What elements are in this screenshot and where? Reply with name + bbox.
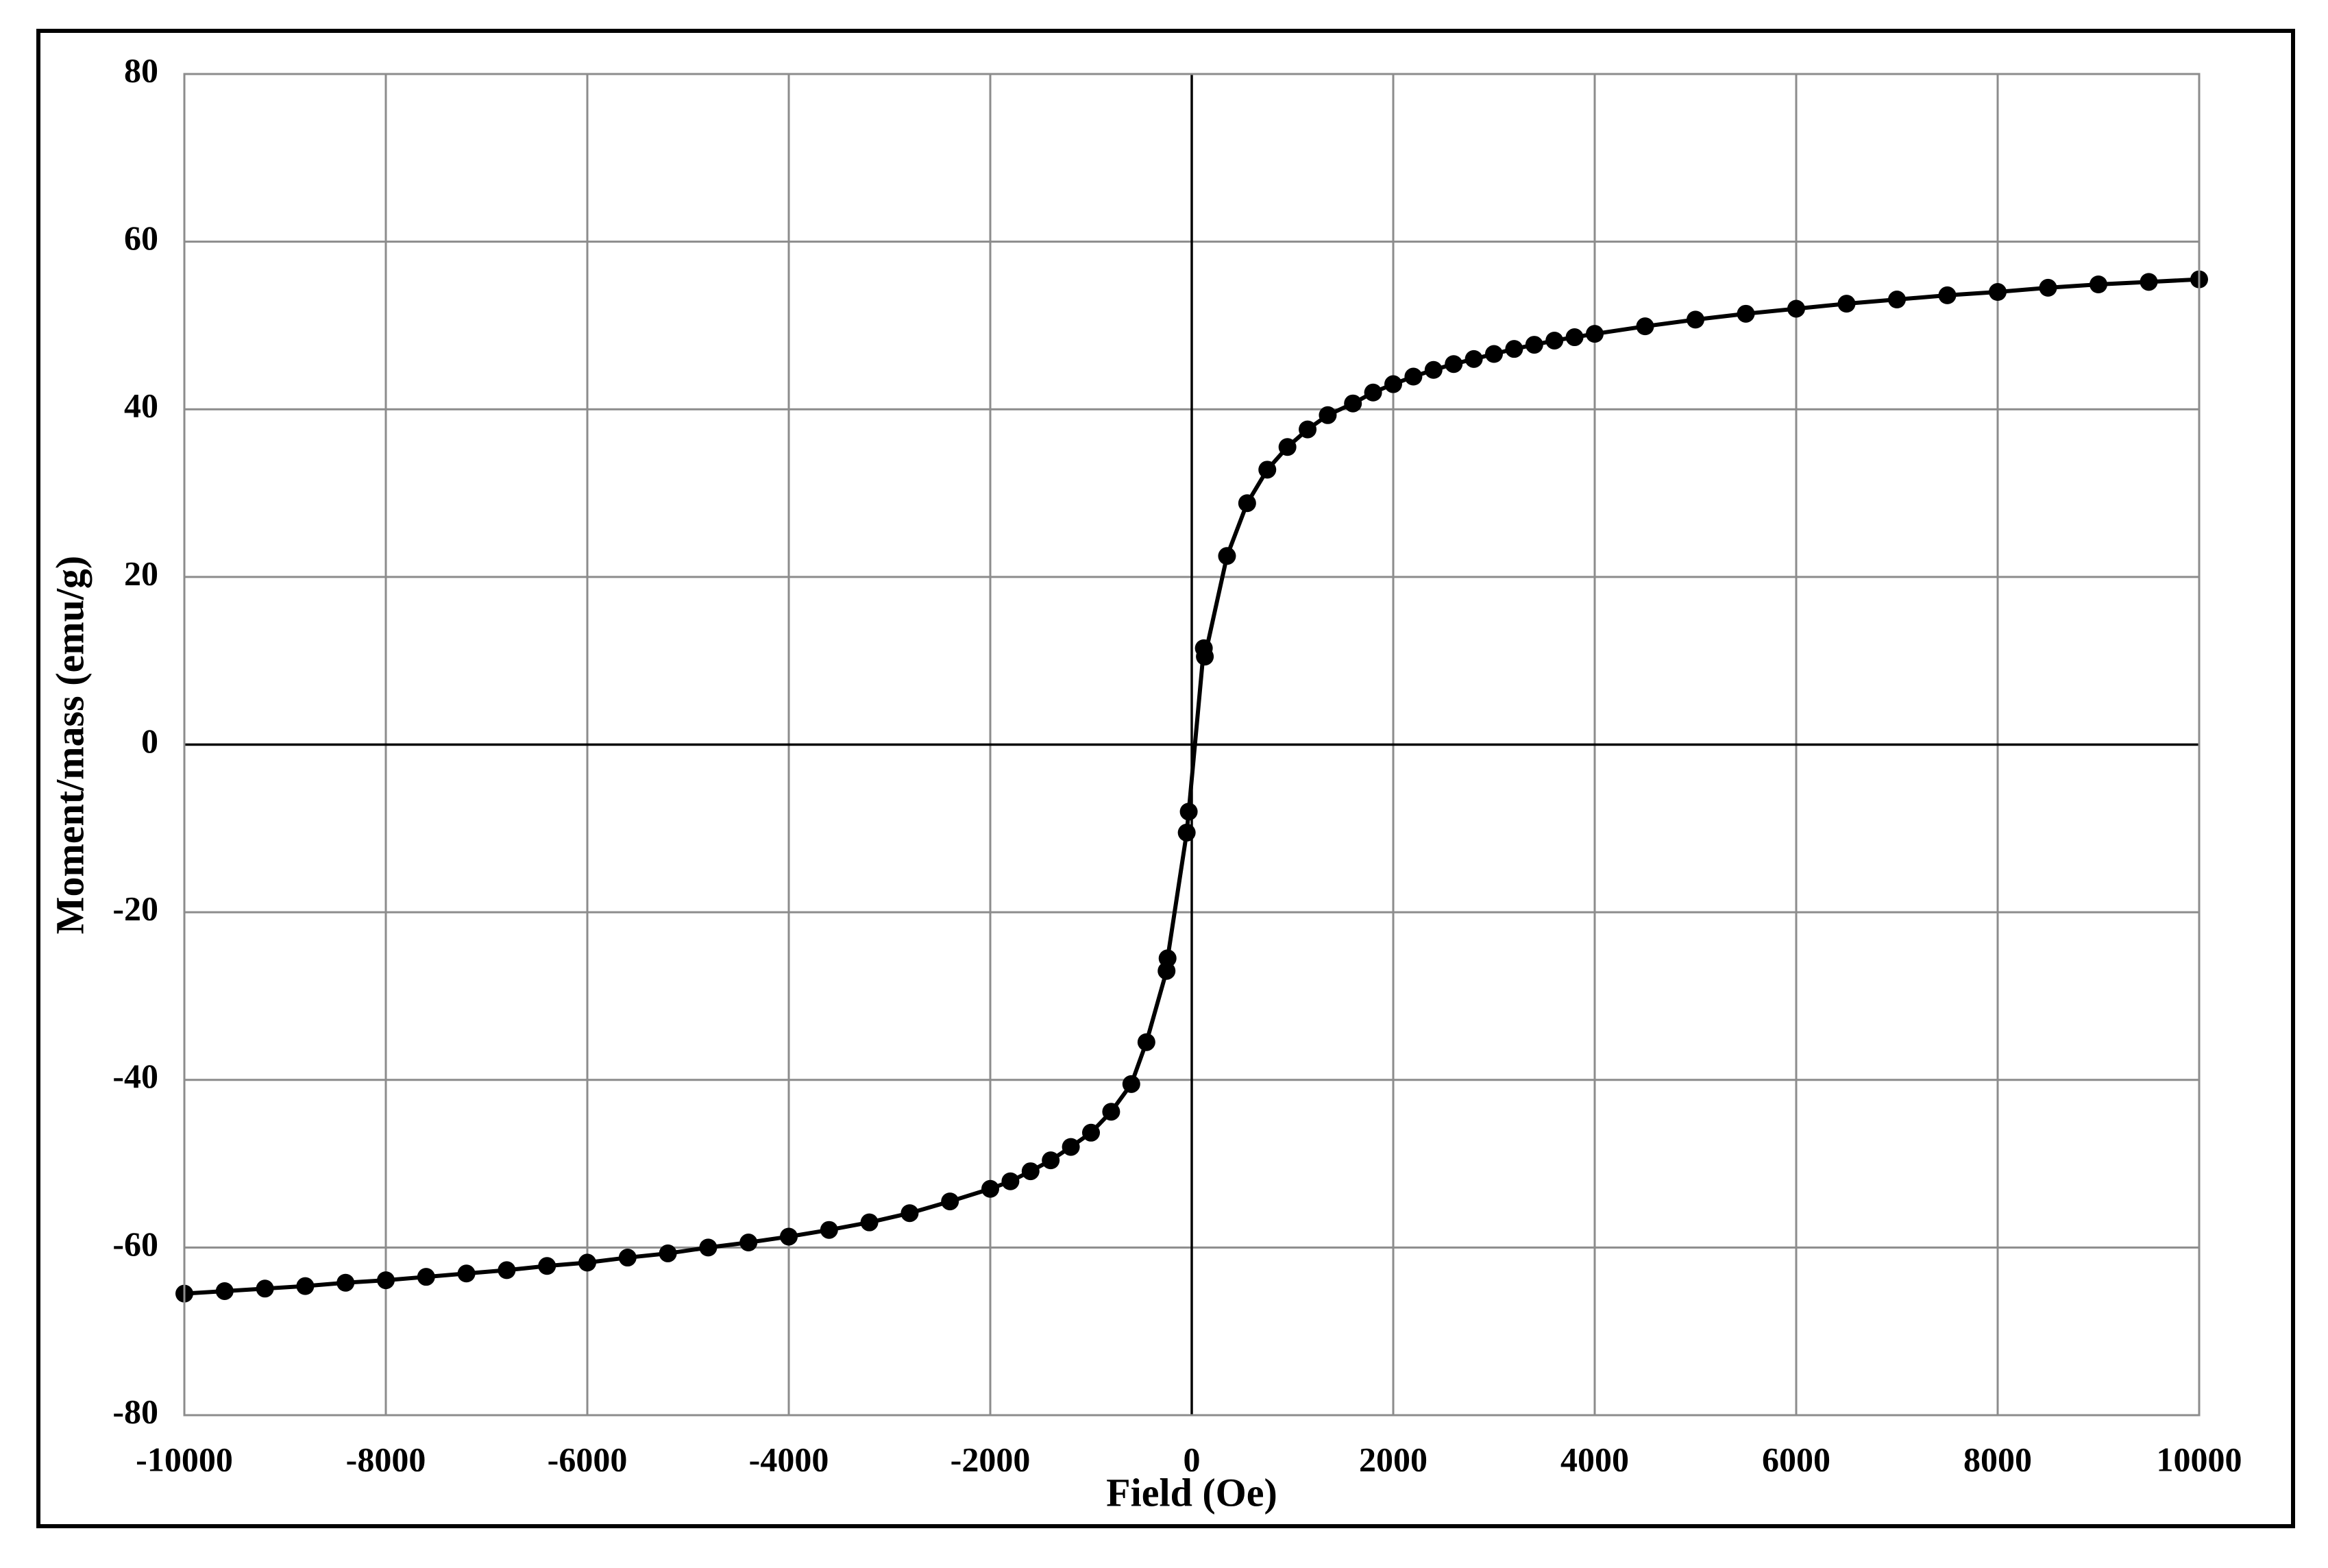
data-point: [2140, 273, 2158, 291]
y-tick-label: 40: [124, 387, 158, 425]
data-point: [659, 1244, 677, 1262]
data-point: [1082, 1123, 1100, 1142]
data-point: [780, 1227, 798, 1246]
x-tick-label: -4000: [749, 1440, 829, 1478]
y-tick-label: 60: [124, 219, 158, 257]
data-point: [739, 1234, 758, 1252]
x-tick-label: -10000: [136, 1440, 233, 1478]
data-point: [1001, 1172, 1020, 1190]
plot-frame: [183, 73, 2201, 1417]
data-point: [417, 1268, 435, 1286]
data-point: [618, 1249, 637, 1267]
y-tick-label: -60: [112, 1225, 158, 1263]
data-point: [1196, 648, 1214, 666]
x-tick-label: 6000: [1762, 1440, 1830, 1478]
data-point: [215, 1282, 234, 1300]
x-tick-label: 10000: [2157, 1440, 2242, 1478]
y-tick-label: -40: [112, 1057, 158, 1095]
data-point: [699, 1238, 718, 1257]
y-tick-label: -20: [112, 890, 158, 928]
data-point: [2090, 275, 2107, 294]
data-point: [1404, 367, 1423, 386]
data-point: [1258, 461, 1277, 479]
chart-border: [36, 29, 2295, 1528]
y-tick-label: -80: [112, 1392, 158, 1430]
data-point: [377, 1271, 395, 1290]
data-point: [1545, 331, 1564, 350]
y-tick-label: 80: [124, 51, 158, 89]
y-tick-label: 0: [141, 722, 158, 760]
data-point: [820, 1221, 838, 1239]
data-point: [1888, 291, 1906, 309]
data-point: [1636, 317, 1654, 336]
data-point: [498, 1261, 516, 1279]
x-tick-label: 8000: [1963, 1440, 2032, 1478]
data-point: [1122, 1075, 1140, 1093]
data-point: [336, 1273, 355, 1292]
data-point: [457, 1264, 476, 1283]
data-point: [1384, 375, 1402, 393]
data-point: [1238, 494, 1256, 513]
x-axis-title: Field (Oe): [1106, 1470, 1277, 1515]
data-point: [1586, 325, 1604, 343]
data-point: [1505, 340, 1523, 358]
data-point: [2039, 278, 2057, 297]
y-axis-title: Moment/mass (emu/g): [47, 556, 92, 935]
x-tick-label: 0: [1184, 1440, 1201, 1478]
data-point: [1179, 803, 1198, 821]
data-point: [1565, 328, 1584, 347]
data-point: [1344, 394, 1362, 413]
data-point: [941, 1192, 959, 1211]
data-point: [1687, 310, 1704, 329]
data-point: [1837, 295, 1856, 313]
x-tick-label: -8000: [346, 1440, 426, 1478]
y-tick-label: 20: [124, 554, 158, 592]
data-point: [256, 1279, 274, 1298]
data-point: [1218, 547, 1236, 565]
data-point: [1042, 1151, 1060, 1170]
x-tick-label: 2000: [1359, 1440, 1428, 1478]
data-point: [1485, 345, 1503, 363]
data-point: [860, 1213, 879, 1232]
data-point: [538, 1257, 556, 1275]
data-point: [1299, 420, 1317, 439]
data-point: [1525, 336, 1543, 354]
data-point: [1445, 355, 1463, 373]
data-point: [1424, 360, 1443, 379]
data-point: [578, 1253, 596, 1272]
data-point: [1938, 286, 1957, 304]
data-point: [1364, 383, 1382, 402]
data-point: [1989, 283, 2007, 302]
data-point: [296, 1277, 315, 1295]
x-tick-label: -6000: [548, 1440, 628, 1478]
data-point: [1158, 949, 1177, 968]
data-point: [1102, 1103, 1120, 1121]
data-point: [1278, 438, 1297, 456]
data-point: [1465, 350, 1483, 368]
data-point: [1062, 1138, 1080, 1156]
data-point: [1177, 823, 1196, 842]
x-tick-label: -2000: [951, 1440, 1031, 1478]
data-point: [1319, 406, 1337, 424]
data-point: [1737, 304, 1755, 323]
data-point: [900, 1204, 919, 1223]
data-point: [981, 1179, 999, 1198]
data-point: [1021, 1162, 1040, 1181]
data-point: [1137, 1033, 1155, 1051]
data-point: [1787, 299, 1805, 318]
x-tick-label: 4000: [1560, 1440, 1629, 1478]
